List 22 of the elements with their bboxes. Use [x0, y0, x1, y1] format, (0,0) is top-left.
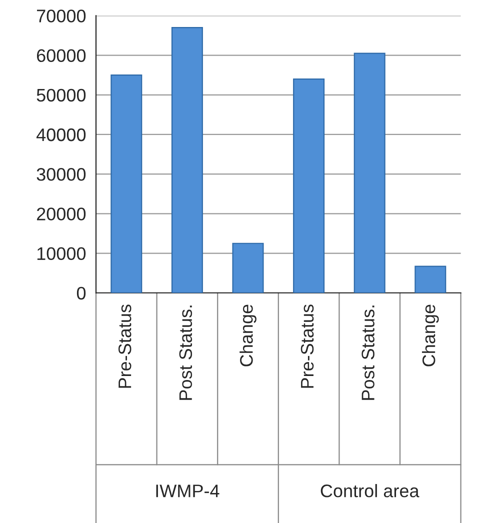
y-tick-label: 20000: [36, 208, 86, 220]
bar: [354, 52, 386, 293]
y-tick-label: 50000: [36, 88, 86, 102]
text: IWMP-4: [156, 484, 220, 498]
y-tick-label: 70000: [37, 10, 86, 22]
x-tick-label: Change: [240, 304, 256, 366]
bar: [110, 74, 142, 293]
bar: [293, 78, 325, 293]
x-tick-label: Pre-Status: [118, 304, 132, 388]
x-tick-label: Post Status.: [179, 306, 192, 400]
bar: [171, 27, 203, 293]
x-tick-label: Pre-Status: [300, 304, 314, 388]
y-tick-label: 10000: [37, 247, 86, 260]
text: Control area: [320, 484, 420, 498]
bar: [414, 266, 446, 293]
bar: [232, 242, 264, 293]
x-tick-label: Change: [422, 304, 439, 366]
y-tick-label: 0: [76, 286, 86, 300]
y-tick-label: 30000: [36, 168, 86, 181]
y-tick-label: 60000: [36, 49, 86, 62]
x-tick-label: Post Status.: [362, 306, 374, 400]
y-tick-label: 40000: [36, 128, 86, 142]
